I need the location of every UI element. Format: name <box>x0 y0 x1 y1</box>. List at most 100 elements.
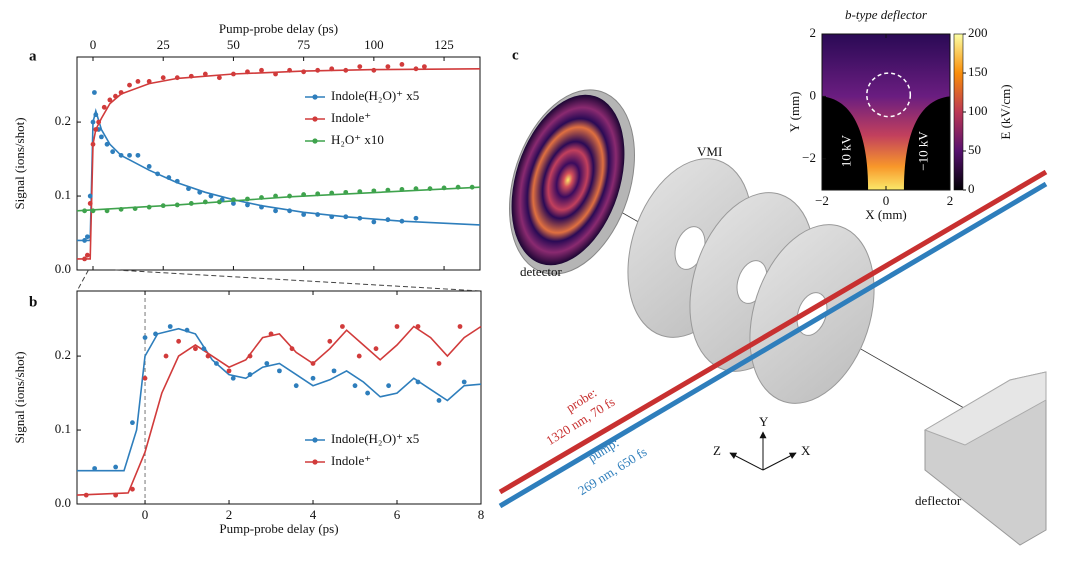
data-point <box>193 346 198 352</box>
x-tick-label: 100 <box>364 37 384 52</box>
data-point <box>394 324 400 329</box>
data-point <box>352 383 358 389</box>
data-point <box>231 197 236 203</box>
data-point <box>436 398 442 403</box>
data-point <box>385 64 391 70</box>
data-point <box>208 193 214 199</box>
axis-arrow <box>729 452 764 471</box>
data-point <box>84 234 90 240</box>
data-point <box>155 171 161 177</box>
x-axis-label: Pump-probe delay (ps) <box>219 521 338 536</box>
data-point <box>93 112 99 118</box>
data-point <box>166 175 172 180</box>
beam-region <box>866 72 912 118</box>
colorbar-tick-label: 100 <box>968 103 988 118</box>
x-tick-label: 0 <box>142 507 149 522</box>
plot-frame <box>76 56 481 271</box>
data-point <box>104 141 110 147</box>
data-point <box>132 206 138 212</box>
data-point <box>331 368 337 374</box>
data-point <box>457 324 463 329</box>
data-point <box>371 188 377 194</box>
y-tick-label: 2 <box>810 25 817 40</box>
colorbar-tick-label: 150 <box>968 64 988 79</box>
data-point <box>118 152 124 158</box>
data-point <box>399 218 405 224</box>
data-point <box>310 361 316 366</box>
deflector-label: deflector <box>915 493 962 508</box>
data-point <box>247 372 253 377</box>
x-tick-label: 2 <box>947 193 954 208</box>
zoom-line <box>76 269 89 292</box>
data-point <box>82 238 87 243</box>
data-point <box>93 127 99 132</box>
data-point <box>455 184 461 190</box>
x-tick-label: 125 <box>434 37 454 52</box>
data-point <box>273 208 278 214</box>
data-point <box>104 208 110 214</box>
legend-label: Indole⁺ <box>331 110 371 125</box>
x-tick-label: 6 <box>394 507 401 522</box>
data-point <box>427 186 433 192</box>
fit-line <box>76 186 481 212</box>
probe-beam <box>498 169 1048 495</box>
data-point <box>245 196 250 202</box>
panel-label: a <box>29 48 37 64</box>
data-point <box>231 71 236 77</box>
annotation: 10 kV <box>839 134 854 167</box>
chart-title: b-type deflector <box>845 7 928 22</box>
data-point <box>441 185 447 191</box>
y-tick-label: −2 <box>802 150 816 165</box>
data-point <box>421 64 427 70</box>
data-point <box>146 164 152 169</box>
data-point <box>287 193 292 199</box>
colorbar-tick-label: 0 <box>968 181 975 196</box>
data-point <box>146 79 152 84</box>
y-tick-label: 0.1 <box>55 187 71 202</box>
pump-beam <box>498 181 1048 509</box>
data-point <box>174 178 180 184</box>
data-point <box>214 361 219 366</box>
data-point <box>201 346 207 352</box>
data-point <box>142 335 148 340</box>
data-point <box>259 204 264 210</box>
data-point <box>273 193 278 199</box>
y-tick-label: 0.2 <box>55 113 71 128</box>
x-tick-label: 2 <box>226 507 233 522</box>
data-point <box>160 75 166 81</box>
data-point <box>87 193 93 199</box>
data-point <box>130 420 135 426</box>
detector-label: detector <box>520 264 563 279</box>
axis-label: Y <box>759 414 769 429</box>
data-point <box>142 375 148 381</box>
data-point <box>399 61 405 67</box>
data-point <box>329 66 335 72</box>
data-point <box>413 215 419 221</box>
plot-frame <box>76 290 482 505</box>
legend-label: Indole⁺ <box>331 453 371 468</box>
x-tick-label: 8 <box>478 507 485 522</box>
data-point <box>245 69 250 75</box>
legend-label: Indole(H₂O)⁺ x5 <box>331 431 419 446</box>
data-point <box>118 90 124 95</box>
axis-label: Z <box>713 443 721 458</box>
data-point <box>245 202 250 208</box>
data-point <box>82 208 87 214</box>
data-point <box>96 119 102 125</box>
data-point <box>188 201 194 206</box>
data-point <box>293 383 299 389</box>
data-point <box>113 464 119 470</box>
data-point <box>287 208 292 214</box>
electrode <box>822 96 869 190</box>
data-point <box>413 186 419 192</box>
zoom-line <box>115 269 482 292</box>
data-point <box>230 375 236 381</box>
fit-line <box>76 325 482 496</box>
data-point <box>327 338 333 344</box>
data-point <box>176 338 182 344</box>
data-point <box>205 353 211 359</box>
data-point <box>436 361 442 366</box>
data-point <box>385 187 391 193</box>
deflector-top <box>923 371 1047 446</box>
